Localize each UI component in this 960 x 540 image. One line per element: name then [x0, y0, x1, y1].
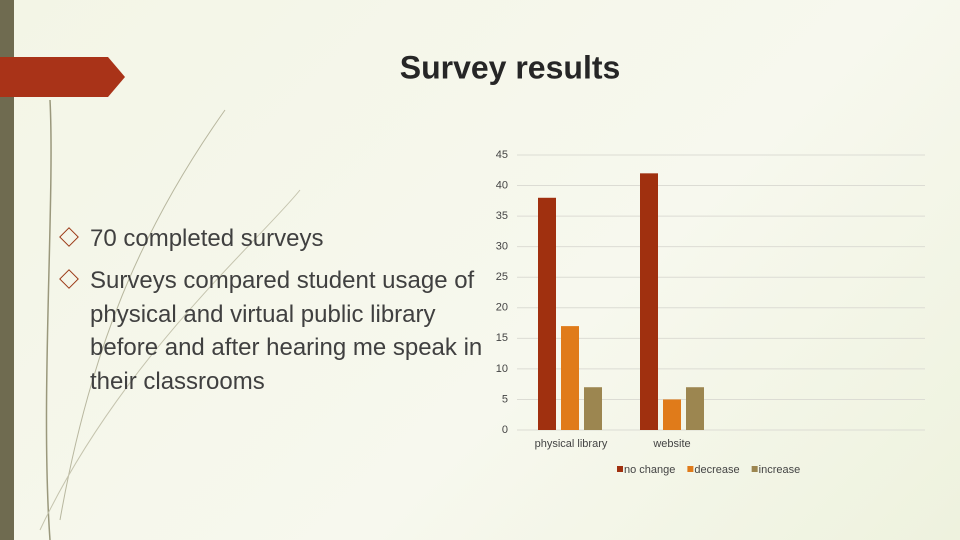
legend-label: decrease	[694, 464, 739, 476]
legend-label: no change	[624, 464, 675, 476]
bar	[561, 326, 579, 430]
bullet: 70 completed surveys	[59, 222, 490, 256]
bar	[584, 387, 602, 430]
slide-title: Survey results	[400, 49, 621, 85]
side-bar	[0, 0, 14, 540]
title-arrow	[0, 57, 125, 97]
y-tick-label: 35	[496, 210, 508, 222]
x-tick-label: website	[652, 438, 690, 450]
x-tick-label: physical library	[535, 438, 608, 450]
bar	[538, 197, 556, 430]
y-tick-label: 40	[496, 179, 508, 191]
y-tick-label: 5	[502, 393, 508, 405]
bullet-text: 70 completed surveys	[90, 225, 324, 252]
y-tick-label: 10	[496, 363, 508, 375]
legend-label: increase	[759, 464, 801, 476]
bar	[663, 399, 681, 430]
legend-swatch	[751, 466, 758, 472]
y-tick-label: 30	[496, 241, 508, 253]
y-tick-label: 15	[496, 332, 508, 344]
y-tick-label: 0	[502, 424, 508, 436]
y-tick-label: 25	[496, 271, 508, 283]
legend-swatch	[687, 466, 694, 472]
bullet-icon	[59, 269, 79, 289]
bar	[640, 173, 658, 431]
bar	[686, 387, 704, 430]
bullet-text: Surveys compared student usage of physic…	[90, 267, 483, 395]
y-tick-label: 45	[496, 149, 508, 161]
legend-swatch	[617, 466, 623, 472]
bullet-icon	[59, 227, 79, 247]
deco-curve	[59, 109, 226, 521]
bullet: Surveys compared student usage of physic…	[59, 264, 490, 398]
deco-curve	[39, 189, 301, 531]
y-tick-label: 20	[496, 302, 508, 314]
deco-curve	[45, 99, 52, 540]
